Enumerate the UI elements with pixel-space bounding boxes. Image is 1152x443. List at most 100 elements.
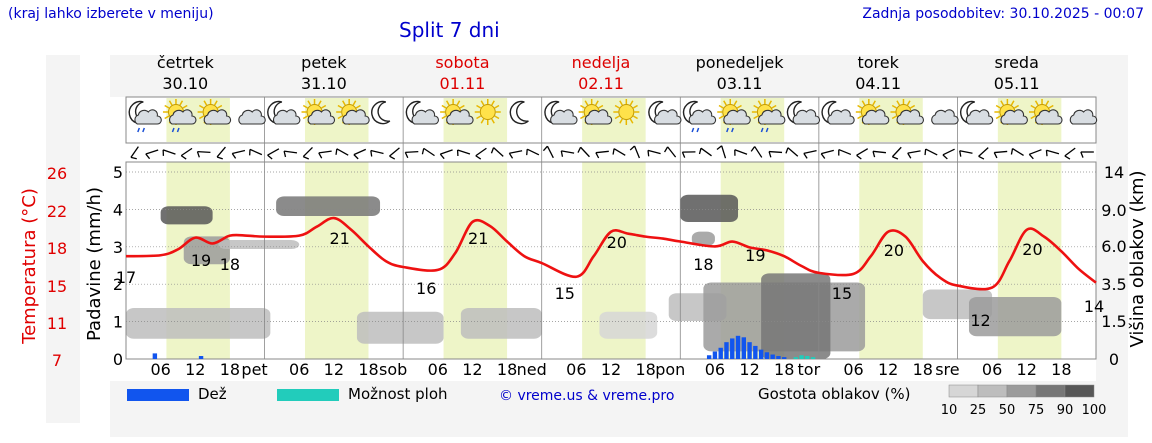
wind-shaft <box>647 149 661 155</box>
sun-ray <box>217 104 223 109</box>
wind-feather <box>1064 155 1071 160</box>
rain-drops-icon <box>171 127 180 133</box>
wind-feather <box>130 156 137 160</box>
sun-ray <box>614 115 620 120</box>
sun-ray <box>580 115 586 120</box>
wind-barb <box>993 150 1008 159</box>
sun-ray <box>995 115 1001 120</box>
wind-barb <box>942 148 955 160</box>
time-label: 06 <box>428 360 448 379</box>
wind-shaft <box>197 151 211 153</box>
time-label: 06 <box>705 360 725 379</box>
wind-barb <box>335 148 349 156</box>
day-date: 01.11 <box>440 74 486 93</box>
wind-shaft <box>180 147 193 157</box>
sun-ray <box>480 118 485 124</box>
wind-shaft <box>216 146 226 158</box>
time-label: 12 <box>878 360 898 379</box>
location-hint[interactable]: (kraj lahko izberete v meniju) <box>8 6 214 22</box>
sun-ray <box>476 115 482 120</box>
wind-shaft <box>546 145 554 159</box>
moon-icon <box>371 100 391 125</box>
cloud-layer <box>126 308 271 339</box>
sun-ray <box>164 104 170 109</box>
sun-ray <box>476 104 482 109</box>
rain-bar <box>770 354 775 359</box>
cloud-icon <box>688 109 717 125</box>
wind-barb <box>803 150 817 159</box>
wind-feather <box>303 156 310 160</box>
cloud-scale-label: 75 <box>1028 403 1045 418</box>
wind-barb <box>145 149 159 160</box>
weather-icon <box>405 100 440 125</box>
rain-bar <box>741 337 746 359</box>
wind-barb <box>1080 151 1094 158</box>
sun-ray <box>317 100 322 106</box>
wind-feather <box>892 156 899 160</box>
cloud-icon <box>896 109 925 125</box>
cloud-icon <box>342 109 370 125</box>
wind-shaft <box>405 151 419 153</box>
wind-barb <box>249 148 263 156</box>
cloud-layer <box>460 308 542 339</box>
wind-feather <box>318 152 323 159</box>
sun-ray <box>203 100 208 106</box>
sun-ray <box>1000 100 1005 106</box>
wind-barb <box>404 151 419 159</box>
rain-bar <box>152 353 158 359</box>
wind-feather <box>942 154 948 160</box>
sun-ray <box>321 104 327 109</box>
cloud-axis-label: Višina oblakov (km) <box>1127 170 1148 347</box>
rain-bar <box>735 335 741 359</box>
sun-ray <box>164 115 170 120</box>
wind-shaft <box>613 148 626 156</box>
weather-icon <box>197 99 232 125</box>
day-date: 05.11 <box>994 74 1040 93</box>
cloud-icon <box>654 109 682 125</box>
wind-shaft <box>856 148 869 156</box>
sun-ray <box>619 100 623 106</box>
sun-ray <box>891 115 897 120</box>
wind-shaft <box>318 150 332 154</box>
rain-bar <box>706 355 712 359</box>
wind-feather <box>267 154 273 160</box>
wind-shaft <box>284 150 298 154</box>
wind-barb <box>838 148 852 156</box>
sun-ray <box>629 100 634 106</box>
wind-barb <box>629 145 641 159</box>
rain-drops-icon <box>760 127 769 133</box>
time-label: 12 <box>739 360 759 379</box>
wind-shaft <box>526 148 540 156</box>
time-label: 18 <box>913 360 933 379</box>
cloud-layer <box>276 196 381 216</box>
day-date: 03.11 <box>717 74 763 93</box>
sun-ray <box>736 104 742 109</box>
sun-icon <box>474 99 501 125</box>
temperature-label: 19 <box>745 246 765 265</box>
wind-shaft <box>267 148 280 156</box>
wind-barb <box>1045 149 1060 157</box>
cloud-icon <box>169 109 197 125</box>
wind-feather <box>993 152 998 159</box>
wind-barb <box>663 146 677 158</box>
sun-ray <box>1034 100 1039 106</box>
storm-bar <box>805 356 810 359</box>
wind-feather <box>907 152 912 159</box>
wind-barb <box>130 146 139 160</box>
sun-ray <box>491 100 495 106</box>
wind-shaft <box>1012 148 1024 156</box>
wind-barb <box>924 148 938 156</box>
copyright-link[interactable]: © vreme.us & vreme.pro <box>499 388 675 404</box>
wind-feather <box>820 153 826 159</box>
wind-barb <box>353 148 367 160</box>
cloud-icon <box>1000 109 1028 125</box>
sun-ray <box>875 104 881 109</box>
wind-barb <box>856 148 869 160</box>
sun-ray <box>445 100 450 106</box>
wind-shaft <box>509 150 523 154</box>
sun-ray <box>1013 104 1020 109</box>
day-date: 31.10 <box>301 74 347 93</box>
weather-icon <box>682 100 717 133</box>
wind-shaft <box>994 150 1008 154</box>
wind-barb <box>820 149 834 159</box>
